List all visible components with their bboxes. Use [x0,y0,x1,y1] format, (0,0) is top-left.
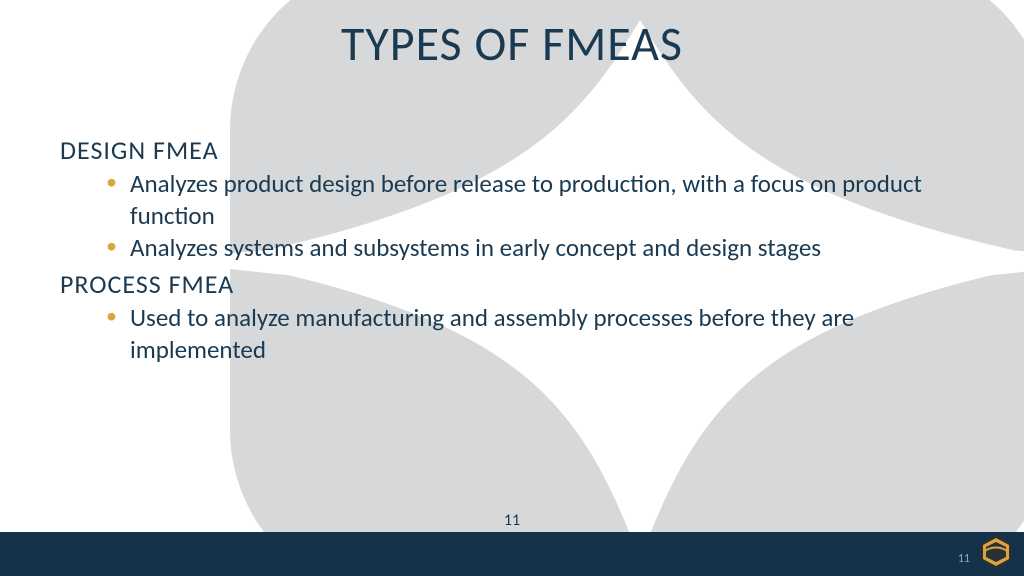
slide: TYPES OF FMEAS DESIGN FMEA Analyzes prod… [0,0,1024,576]
footer-logo-icon [976,532,1016,572]
bullet-list: Used to analyze manufacturing and assemb… [106,302,964,366]
bullet-item: Analyzes product design before release t… [106,168,964,232]
section-process-fmea: PROCESS FMEA Used to analyze manufacturi… [60,268,964,366]
page-number-center: 11 [0,511,1024,530]
slide-body: DESIGN FMEA Analyzes product design befo… [60,130,964,368]
bullet-item: Used to analyze manufacturing and assemb… [106,302,964,366]
section-design-fmea: DESIGN FMEA Analyzes product design befo… [60,134,964,264]
page-number-right: 11 [958,552,970,566]
slide-title: TYPES OF FMEAS [0,14,1024,73]
bullet-item: Analyzes systems and subsystems in early… [106,232,964,264]
section-heading: DESIGN FMEA [60,134,964,166]
bullet-list: Analyzes product design before release t… [106,168,964,264]
footer-bar [0,532,1024,576]
slide-content: TYPES OF FMEAS DESIGN FMEA Analyzes prod… [0,0,1024,576]
section-heading: PROCESS FMEA [60,268,964,300]
